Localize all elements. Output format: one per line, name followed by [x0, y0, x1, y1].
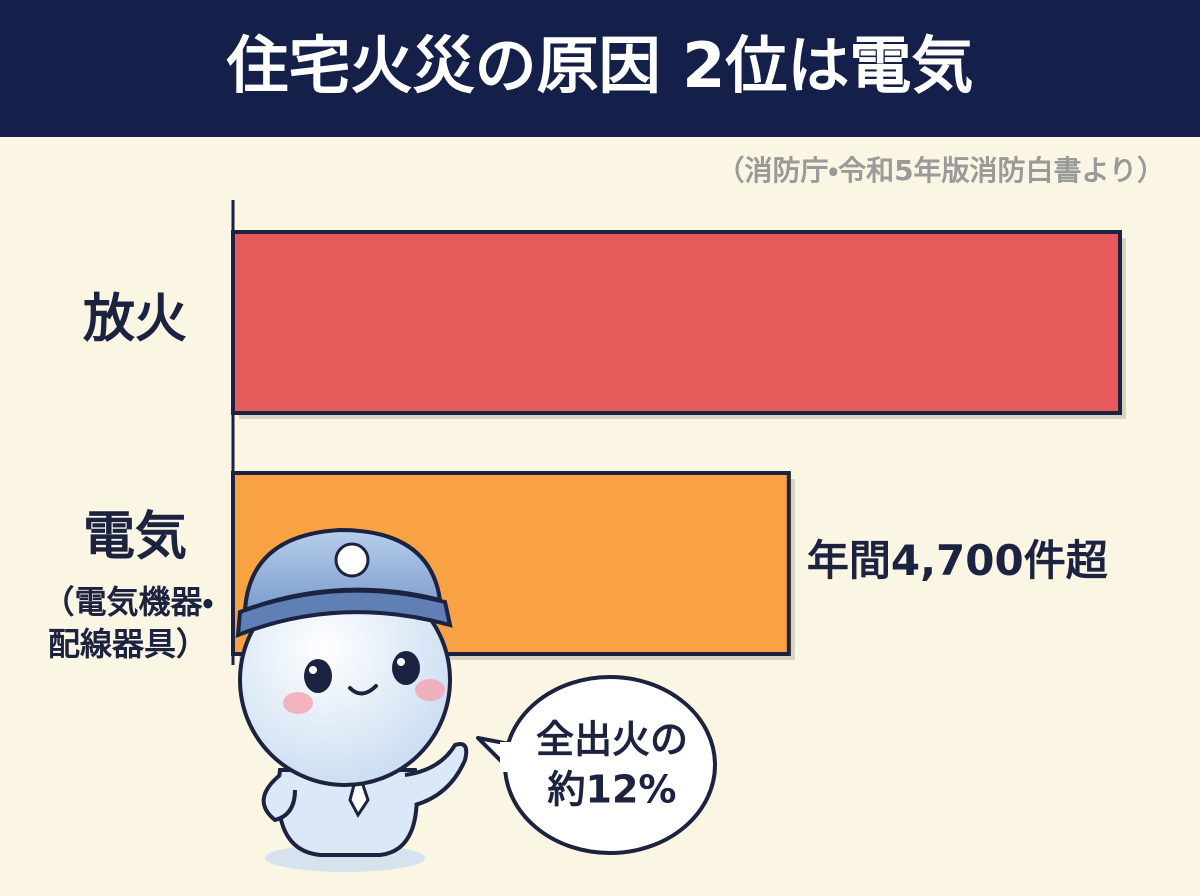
annotation-line: 全出火の: [536, 718, 688, 762]
category-label: 電気: [83, 507, 187, 567]
value-label: 年間4,700件超: [807, 536, 1109, 585]
category-sublabel: 配線器具）: [48, 625, 208, 663]
speech-bubble: [503, 675, 717, 855]
mascot: [235, 527, 469, 872]
category-label: 放火: [83, 290, 187, 350]
chart-subtitle: （消防庁・令和5年版消防白書より）: [717, 154, 1165, 187]
chart-title: 住宅火災の原因 2位は電気: [226, 29, 974, 102]
bubble-join: [500, 742, 520, 772]
annotation-line: 約12%: [548, 768, 677, 812]
category-sublabel: （電気機器・: [43, 583, 214, 621]
bar: [231, 230, 1122, 415]
header: [0, 0, 1200, 137]
